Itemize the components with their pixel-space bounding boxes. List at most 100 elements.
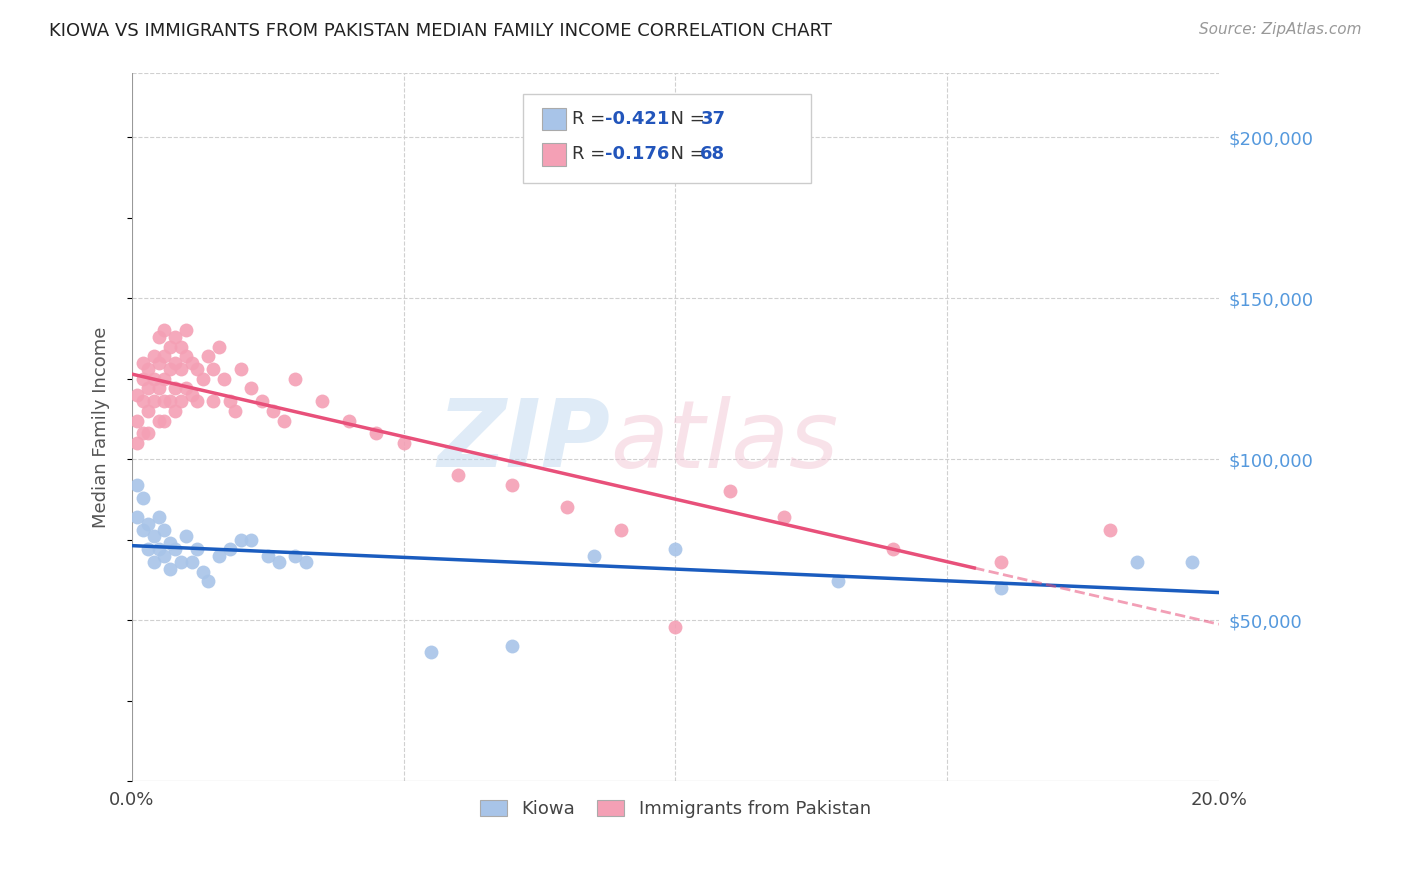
Point [773, 510, 796, 524]
Text: R =: R = [572, 145, 612, 163]
Point [610, 523, 633, 537]
Point [267, 555, 290, 569]
Point [447, 468, 470, 483]
FancyBboxPatch shape [523, 95, 811, 183]
Point [148, 510, 170, 524]
Point [419, 645, 441, 659]
Point [174, 381, 197, 395]
Point [127, 388, 149, 402]
Point [337, 413, 360, 427]
Point [990, 555, 1012, 569]
Point [170, 555, 193, 569]
Point [180, 555, 202, 569]
Point [664, 619, 686, 633]
Point [170, 394, 193, 409]
Text: Source: ZipAtlas.com: Source: ZipAtlas.com [1198, 22, 1361, 37]
Point [127, 413, 149, 427]
Text: N =: N = [659, 145, 710, 163]
Y-axis label: Median Family Income: Median Family Income [93, 326, 110, 528]
Point [718, 484, 741, 499]
Point [180, 356, 202, 370]
Point [191, 372, 214, 386]
Point [153, 372, 176, 386]
Point [208, 339, 231, 353]
Point [170, 339, 193, 353]
Text: 37: 37 [700, 110, 725, 128]
Point [240, 533, 263, 547]
Point [142, 394, 165, 409]
Point [180, 388, 202, 402]
Text: N =: N = [659, 110, 710, 128]
Point [148, 356, 170, 370]
Point [159, 362, 181, 376]
Point [165, 404, 187, 418]
Point [136, 362, 159, 376]
Point [153, 523, 176, 537]
Point [165, 381, 187, 395]
Point [366, 426, 388, 441]
Point [197, 574, 219, 589]
Point [132, 426, 155, 441]
Point [990, 581, 1012, 595]
Point [153, 413, 176, 427]
Point [165, 330, 187, 344]
Point [174, 529, 197, 543]
Point [664, 542, 686, 557]
Point [1126, 555, 1149, 569]
Point [174, 349, 197, 363]
FancyBboxPatch shape [541, 108, 565, 130]
Point [159, 536, 181, 550]
Point [186, 542, 208, 557]
Point [159, 394, 181, 409]
Point [284, 372, 307, 386]
Point [501, 639, 523, 653]
Point [218, 394, 240, 409]
Point [284, 549, 307, 563]
Point [827, 574, 849, 589]
Text: -0.421: -0.421 [605, 110, 669, 128]
Point [555, 500, 578, 515]
Point [142, 349, 165, 363]
Text: 68: 68 [700, 145, 725, 163]
Point [148, 413, 170, 427]
Point [127, 478, 149, 492]
Point [582, 549, 605, 563]
Point [208, 549, 231, 563]
Point [191, 565, 214, 579]
Point [132, 372, 155, 386]
Point [132, 523, 155, 537]
Point [294, 555, 316, 569]
Point [142, 372, 165, 386]
Point [148, 381, 170, 395]
Point [186, 394, 208, 409]
Point [262, 404, 284, 418]
FancyBboxPatch shape [541, 143, 565, 166]
Point [224, 404, 246, 418]
Point [186, 362, 208, 376]
Point [136, 542, 159, 557]
Point [197, 349, 219, 363]
Point [136, 381, 159, 395]
Point [170, 362, 193, 376]
Point [212, 372, 235, 386]
Point [127, 436, 149, 450]
Point [136, 516, 159, 531]
Legend: Kiowa, Immigrants from Pakistan: Kiowa, Immigrants from Pakistan [472, 792, 877, 825]
Point [148, 542, 170, 557]
Point [392, 436, 415, 450]
Point [132, 394, 155, 409]
Point [159, 339, 181, 353]
Point [202, 362, 225, 376]
Point [256, 549, 278, 563]
Point [165, 542, 187, 557]
Point [142, 555, 165, 569]
Point [127, 510, 149, 524]
Point [311, 394, 333, 409]
Point [218, 542, 240, 557]
Text: ZIP: ZIP [437, 395, 610, 487]
Point [501, 478, 523, 492]
Point [153, 349, 176, 363]
Point [229, 362, 252, 376]
Text: -0.176: -0.176 [605, 145, 669, 163]
Point [273, 413, 295, 427]
